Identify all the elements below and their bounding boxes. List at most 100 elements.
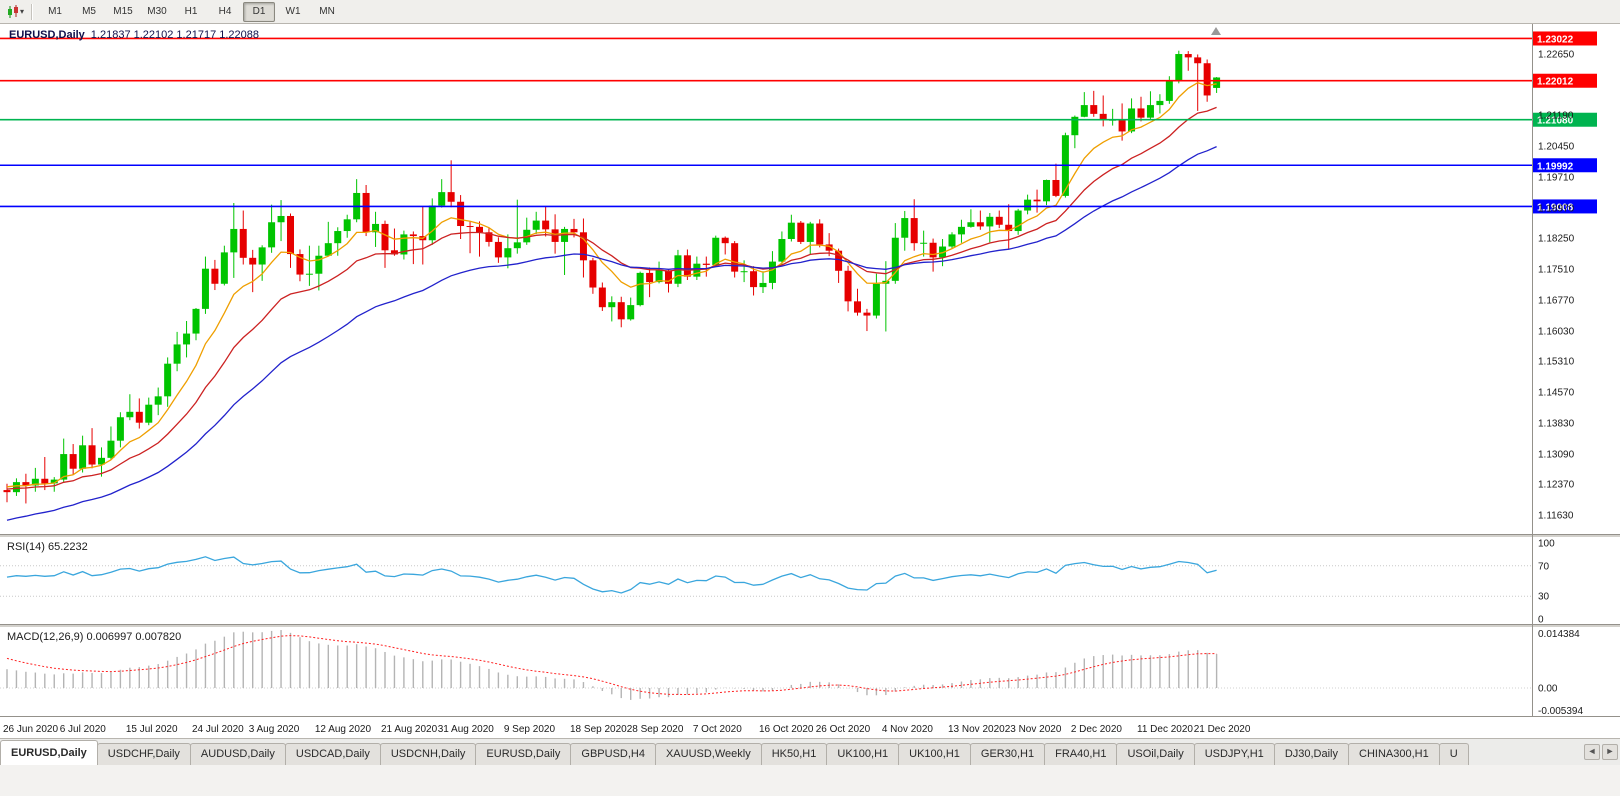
svg-text:1.17510: 1.17510	[1538, 265, 1575, 276]
date-label: 16 Oct 2020	[759, 724, 814, 735]
svg-text:1.21190: 1.21190	[1538, 111, 1574, 122]
date-label: 6 Jul 2020	[60, 724, 107, 735]
tab-scroll-right-icon[interactable]: ►	[1602, 744, 1618, 760]
symbol-tab-u[interactable]: U	[1438, 743, 1469, 765]
horizontal-level-lines: 1.23022 1.22012 1.21080 1.19992 1.19008	[0, 31, 1597, 214]
date-label: 21 Dec 2020	[1194, 724, 1251, 735]
timeframe-button-mn[interactable]: MN	[319, 5, 335, 17]
svg-text:1.22650: 1.22650	[1538, 50, 1575, 61]
rsi-panel: 100 70 30 0	[0, 539, 1555, 626]
date-axis-labels: 26 Jun 2020 6 Jul 2020 15 Jul 2020 24 Jul 2…	[3, 724, 1251, 735]
rsi-axis-label-0: 0	[1538, 615, 1544, 626]
timeframe-button-m1[interactable]: M1	[48, 5, 62, 17]
date-label: 7 Oct 2020	[693, 724, 742, 735]
chart-shift-marker	[1211, 27, 1221, 35]
price-label-box-1.22012	[1533, 73, 1597, 88]
timeframe-button-m5[interactable]: M5	[82, 5, 96, 17]
date-label: 23 Nov 2020	[1005, 724, 1062, 735]
svg-text:1.15310: 1.15310	[1538, 357, 1575, 368]
chart-ohlc-values: 1.21837 1.22102 1.21717 1.22088	[90, 29, 260, 41]
toolbar-separator	[31, 3, 34, 20]
date-label: 24 Jul 2020	[192, 724, 244, 735]
date-label: 28 Sep 2020	[627, 724, 684, 735]
date-label: 3 Aug 2020	[249, 724, 300, 735]
tab-scroll-arrows: ◄ ►	[1582, 744, 1618, 760]
symbol-tab-ger30-h1[interactable]: GER30,H1	[969, 743, 1046, 765]
symbol-tab-uk100-h1[interactable]: UK100,H1	[826, 743, 900, 765]
timeframe-button-d1[interactable]: D1	[243, 1, 276, 22]
rsi-line	[6, 556, 1217, 594]
date-label: 21 Aug 2020	[381, 724, 438, 735]
price-rsi-splitter[interactable]	[0, 534, 1620, 538]
svg-text:1.16770: 1.16770	[1538, 296, 1575, 307]
tab-scroll-left-icon[interactable]: ◄	[1584, 744, 1600, 760]
macd-signal-line	[6, 635, 1217, 696]
symbol-tab-usdchf-daily[interactable]: USDCHF,Daily	[96, 743, 191, 765]
price-label-text-1.21080: 1.21080	[1537, 116, 1574, 127]
symbol-tab-fra40-h1[interactable]: FRA40,H1	[1044, 743, 1118, 765]
svg-text:1.13830: 1.13830	[1538, 419, 1575, 430]
chart-title: EURUSD,Daily 1.21837 1.22102 1.21717 1.22…	[9, 29, 259, 41]
timeframe-button-h1[interactable]: H1	[184, 5, 198, 17]
symbol-tab-usoil-daily[interactable]: USOil,Daily	[1116, 743, 1195, 765]
macd-panel: 0.014384 0.00 -0.005394	[0, 629, 1583, 717]
svg-text:1.20450: 1.20450	[1538, 142, 1575, 153]
symbol-tab-china300-h1[interactable]: CHINA300,H1	[1348, 743, 1440, 765]
price-label-text-1.19008: 1.19008	[1537, 202, 1574, 213]
chart-type-icon[interactable]	[4, 3, 22, 21]
svg-text:1.11630: 1.11630	[1538, 511, 1574, 522]
symbol-tab-eurusd-daily[interactable]: EURUSD,Daily	[475, 743, 572, 765]
svg-text:1.16030: 1.16030	[1538, 327, 1575, 338]
svg-text:1.12370: 1.12370	[1538, 480, 1575, 491]
timeframe-button-m30[interactable]: M30	[147, 5, 167, 17]
price-label-text-1.22012: 1.22012	[1537, 77, 1574, 88]
timeframe-button-w1[interactable]: W1	[285, 5, 301, 17]
ma-slow-line	[6, 146, 1217, 521]
svg-text:1.18250: 1.18250	[1538, 234, 1575, 245]
timeframe-button-m15[interactable]: M15	[113, 5, 133, 17]
chart-canvas: 1.23022 1.22012 1.21080 1.19992 1.19008 1.226…	[0, 24, 1620, 738]
date-label: 4 Nov 2020	[882, 724, 934, 735]
price-label-text-1.19992: 1.19992	[1537, 161, 1574, 172]
symbol-tabs: EURUSD,Daily USDCHF,Daily AUDUSD,Daily USDC…	[0, 740, 1469, 765]
svg-text:1.19710: 1.19710	[1538, 173, 1575, 184]
date-label: 31 Aug 2020	[438, 724, 495, 735]
chart-background	[0, 24, 1620, 738]
symbol-tab-eurusd-daily[interactable]: EURUSD,Daily	[0, 740, 98, 765]
symbol-tab-usdcnh-daily[interactable]: USDCNH,Daily	[379, 743, 477, 765]
macd-axis-label-bottom: -0.005394	[1538, 706, 1583, 717]
price-label-text-1.23022: 1.23022	[1537, 34, 1574, 45]
symbol-tab-bar: EURUSD,Daily USDCHF,Daily AUDUSD,Daily USDC…	[0, 738, 1620, 765]
symbol-tab-gbpusd-h4[interactable]: GBPUSD,H4	[570, 743, 656, 765]
date-label: 26 Jun 2020	[3, 724, 58, 735]
macd-axis-label-top: 0.014384	[1538, 629, 1580, 640]
price-label-box-1.19008	[1533, 199, 1597, 214]
timeframe-button-h4[interactable]: H4	[218, 5, 232, 17]
date-label: 13 Nov 2020	[948, 724, 1005, 735]
ma-fast-line	[6, 81, 1217, 488]
date-label: 12 Aug 2020	[315, 724, 372, 735]
chart-window: 1.23022 1.22012 1.21080 1.19992 1.19008 1.226…	[0, 24, 1620, 738]
chart-symbol-label: EURUSD,Daily	[9, 29, 85, 41]
price-label-box-1.21080	[1533, 112, 1597, 127]
symbol-tab-usdjpy-h1[interactable]: USDJPY,H1	[1193, 743, 1275, 765]
date-label: 2 Dec 2020	[1071, 724, 1123, 735]
symbol-tab-xauusd-weekly[interactable]: XAUUSD,Weekly	[654, 743, 762, 765]
svg-text:1.18970: 1.18970	[1538, 204, 1575, 215]
ma-medium-line	[6, 106, 1217, 490]
symbol-tab-hk50-h1[interactable]: HK50,H1	[760, 743, 828, 765]
rsi-macd-splitter[interactable]	[0, 624, 1620, 628]
symbol-tab-dj30-daily[interactable]: DJ30,Daily	[1273, 743, 1349, 765]
date-label: 11 Dec 2020	[1137, 724, 1193, 735]
symbol-tab-uk100-h1[interactable]: UK100,H1	[898, 743, 971, 765]
rsi-axis-label-30: 30	[1538, 592, 1550, 603]
symbol-tab-usdcad-daily[interactable]: USDCAD,Daily	[284, 743, 381, 765]
date-label: 9 Sep 2020	[504, 724, 556, 735]
symbol-tab-audusd-daily[interactable]: AUDUSD,Daily	[189, 743, 286, 765]
price-label-box-1.19992	[1533, 158, 1597, 173]
date-label: 26 Oct 2020	[816, 724, 871, 735]
chart-type-dropdown-icon[interactable]: ▾	[20, 7, 25, 16]
rsi-axis-label-70: 70	[1538, 561, 1550, 572]
svg-text:1.13090: 1.13090	[1538, 450, 1575, 461]
